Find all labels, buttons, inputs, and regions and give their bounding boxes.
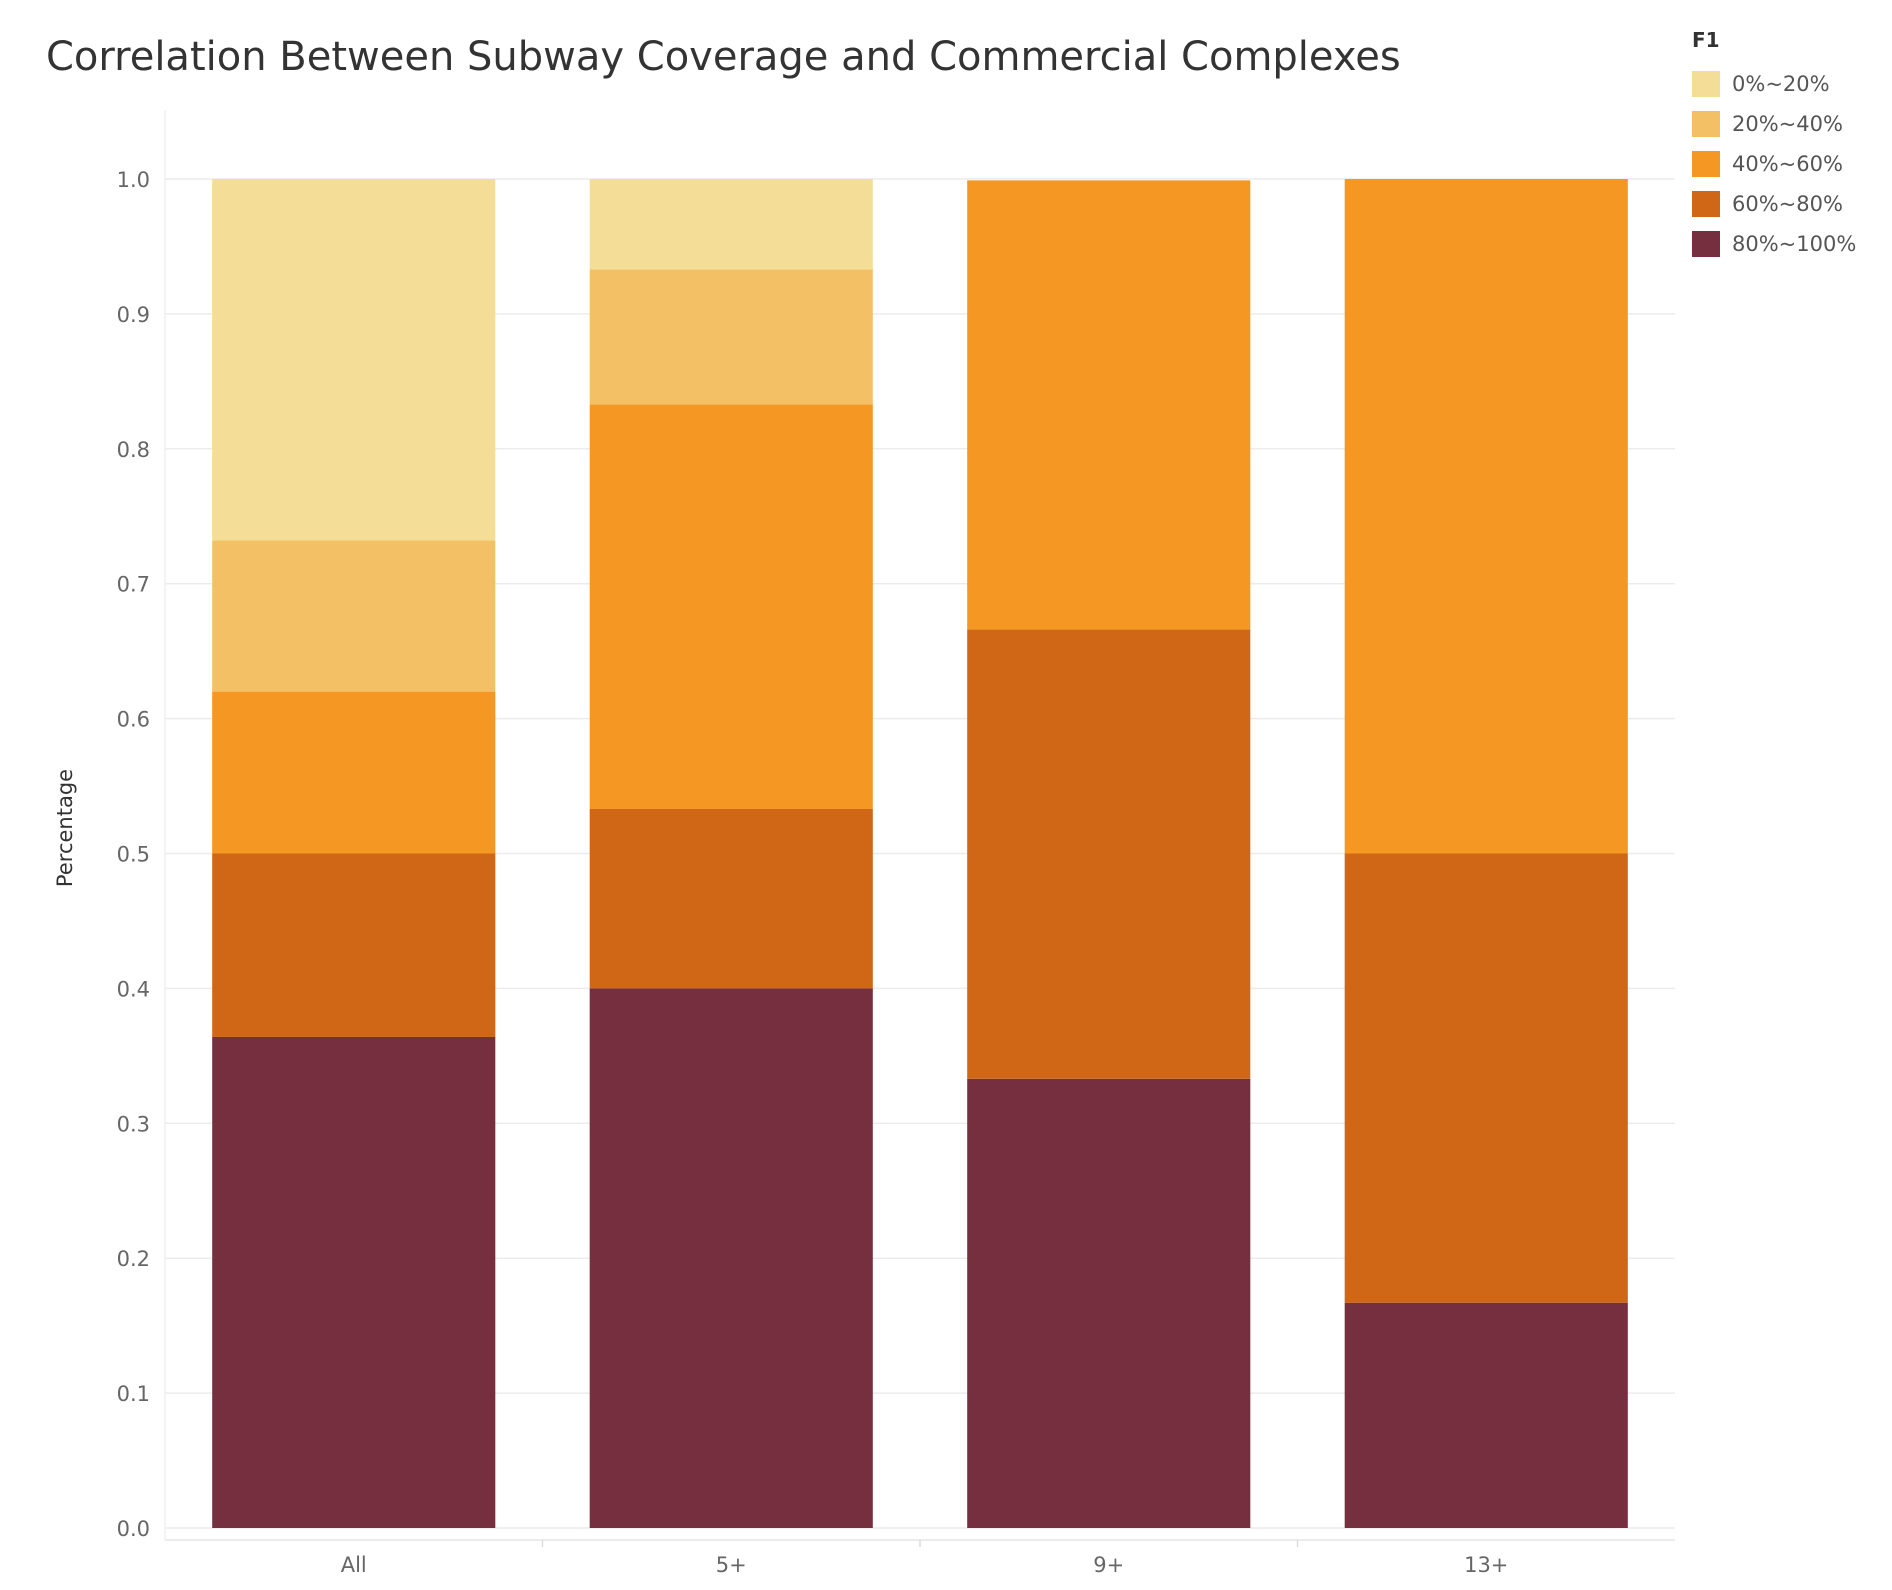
y-tick-label: 0.9 xyxy=(117,303,150,327)
x-axis-ticks: All 5+ 9+ 13+ xyxy=(341,1540,1508,1577)
bar-segment[interactable] xyxy=(212,540,496,692)
legend-label: 60%~80% xyxy=(1732,192,1843,216)
chart-title: Correlation Between Subway Coverage and … xyxy=(46,34,1401,80)
bars xyxy=(212,179,1628,1528)
legend-item[interactable]: 60%~80% xyxy=(1692,184,1856,224)
y-tick-label: 0.5 xyxy=(117,843,150,867)
x-tick-label: 13+ xyxy=(1464,1553,1508,1577)
bar-segment[interactable] xyxy=(212,1036,496,1528)
y-tick-label: 1.0 xyxy=(117,168,150,192)
y-tick-label: 0.6 xyxy=(117,708,150,732)
y-tick-label: 0.0 xyxy=(117,1517,150,1541)
y-tick-label: 0.1 xyxy=(117,1382,150,1406)
legend-swatch xyxy=(1692,111,1720,137)
x-tick-label: 9+ xyxy=(1093,1553,1124,1577)
legend-swatch xyxy=(1692,191,1720,217)
legend: F1 0%~20% 20%~40% 40%~60% 60%~80% 80%~100% xyxy=(1692,28,1856,264)
legend-label: 40%~60% xyxy=(1732,152,1843,176)
bar-segment[interactable] xyxy=(1344,853,1628,1303)
bar-segment[interactable] xyxy=(212,691,496,854)
y-axis-ticks: 0.0 0.1 0.2 0.3 0.4 0.5 0.6 0.7 0.8 0.9 1.0 xyxy=(117,168,150,1541)
y-tick-label: 0.3 xyxy=(117,1112,150,1136)
bar-segment[interactable] xyxy=(589,269,873,405)
legend-item[interactable]: 40%~60% xyxy=(1692,144,1856,184)
legend-label: 20%~40% xyxy=(1732,112,1843,136)
legend-item[interactable]: 20%~40% xyxy=(1692,104,1856,144)
bar-segment[interactable] xyxy=(589,179,873,270)
y-tick-label: 0.7 xyxy=(117,573,150,597)
legend-swatch xyxy=(1692,71,1720,97)
bar-segment[interactable] xyxy=(589,988,873,1528)
legend-label: 0%~20% xyxy=(1732,72,1830,96)
bar-segment[interactable] xyxy=(589,404,873,809)
y-tick-label: 0.8 xyxy=(117,438,150,462)
legend-title: F1 xyxy=(1692,28,1720,52)
legend-item[interactable]: 0%~20% xyxy=(1692,64,1856,104)
bar-segment[interactable] xyxy=(212,853,496,1037)
legend-swatch xyxy=(1692,231,1720,257)
bar-segment[interactable] xyxy=(967,629,1251,1079)
bar-segment[interactable] xyxy=(1344,1302,1628,1528)
legend-label: 80%~100% xyxy=(1732,232,1857,256)
y-tick-label: 0.4 xyxy=(117,977,150,1001)
legend-items: 0%~20% 20%~40% 40%~60% 60%~80% 80%~100% xyxy=(1692,64,1856,264)
legend-swatch xyxy=(1692,151,1720,177)
bar-segment[interactable] xyxy=(589,808,873,989)
y-axis-title: Percentage xyxy=(53,769,77,887)
x-tick-label: All xyxy=(341,1553,367,1577)
legend-item[interactable]: 80%~100% xyxy=(1692,224,1856,264)
x-tick-label: 5+ xyxy=(716,1553,747,1577)
y-tick-label: 0.2 xyxy=(117,1247,150,1271)
bar-segment[interactable] xyxy=(967,180,1251,630)
bar-segment[interactable] xyxy=(967,1078,1251,1528)
bar-segment[interactable] xyxy=(212,179,496,541)
bar-segment[interactable] xyxy=(1344,179,1628,854)
